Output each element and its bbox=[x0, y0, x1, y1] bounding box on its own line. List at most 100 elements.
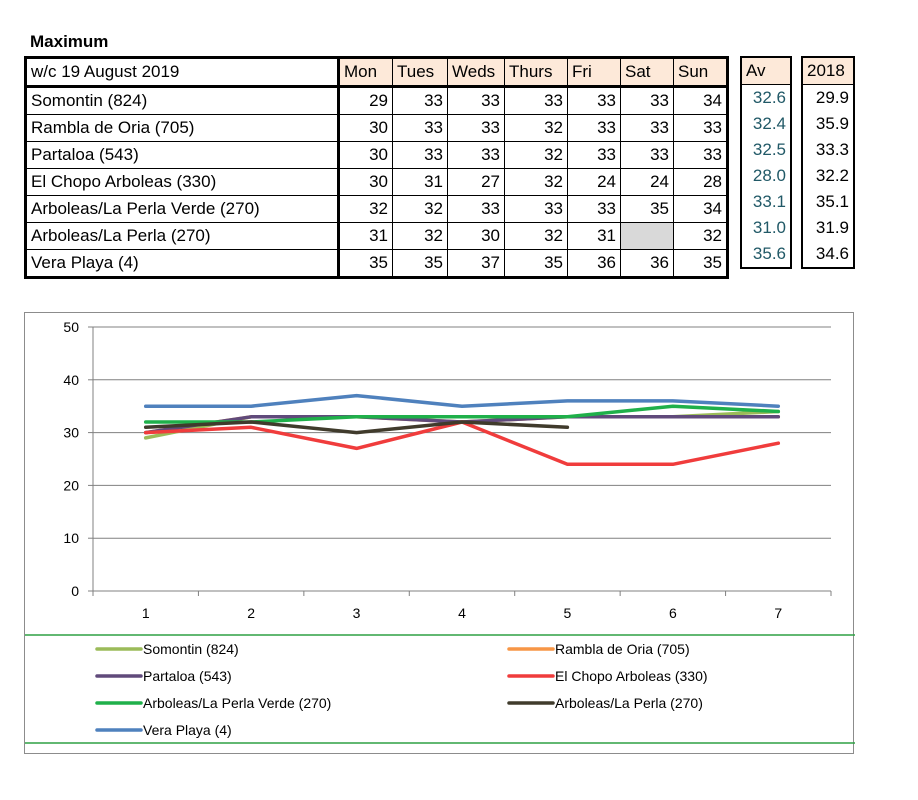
table-row: 31.0 bbox=[741, 215, 791, 241]
temperature-cell: 24 bbox=[620, 168, 674, 196]
temperature-cell: 33 bbox=[620, 86, 674, 115]
day-header: Sun bbox=[673, 57, 728, 88]
x-tick-label: 2 bbox=[247, 605, 255, 621]
temperature-cell: 33 bbox=[447, 195, 505, 223]
temperature-cell: 33 bbox=[567, 114, 621, 142]
temperature-cell: 35 bbox=[673, 249, 728, 278]
table-row: 35.6 bbox=[741, 241, 791, 268]
x-tick-label: 7 bbox=[774, 605, 782, 621]
av-value: 31.0 bbox=[752, 218, 786, 237]
temperature-cell: 30 bbox=[447, 222, 505, 250]
temperature-cell: 35 bbox=[504, 249, 568, 278]
legend-label: Arboleas/La Perla Verde (270) bbox=[143, 695, 331, 711]
table-row: Rambla de Oria (705) 30 33 33 32 33 33 33 bbox=[25, 114, 728, 142]
legend-label: Partaloa (543) bbox=[143, 668, 232, 684]
legend-label: El Chopo Arboleas (330) bbox=[555, 668, 708, 684]
table-row: 31.9 bbox=[802, 215, 854, 241]
y-tick-label: 30 bbox=[63, 425, 79, 441]
temperature-cell: 32 bbox=[504, 222, 568, 250]
prev-value: 31.9 bbox=[815, 218, 849, 237]
temperature-cell: 32 bbox=[392, 195, 448, 223]
prev-value: 33.3 bbox=[815, 140, 849, 159]
table-row: 29.9 bbox=[802, 85, 854, 112]
temperature-cell: 33 bbox=[673, 114, 728, 142]
temperature-cell: 33 bbox=[392, 141, 448, 169]
table-row: Partaloa (543) 30 33 33 32 33 33 33 bbox=[25, 141, 728, 169]
legend-label: Somontin (824) bbox=[143, 641, 239, 657]
average-table: Av 32.6 32.4 32.5 28.0 33.1 31.0 35.6 bbox=[740, 56, 792, 269]
table-row: 32.4 bbox=[741, 111, 791, 137]
av-value: 28.0 bbox=[752, 166, 786, 185]
station-name: Partaloa (543) bbox=[25, 141, 340, 169]
y-tick-label: 10 bbox=[63, 530, 79, 546]
table-row: 35.9 bbox=[802, 111, 854, 137]
temperature-cell: 32 bbox=[338, 195, 393, 223]
y-tick-label: 50 bbox=[63, 319, 79, 335]
temperature-cell: 30 bbox=[338, 141, 393, 169]
table-row: 34.6 bbox=[802, 241, 854, 268]
station-name: El Chopo Arboleas (330) bbox=[25, 168, 340, 196]
y-tick-label: 40 bbox=[63, 372, 79, 388]
table-row: 33.1 bbox=[741, 189, 791, 215]
temperature-cell: 28 bbox=[673, 168, 728, 196]
day-header: Sat bbox=[620, 57, 674, 88]
temperature-table: w/c 19 August 2019 Mon Tues Weds Thurs Fri Sat… bbox=[24, 56, 729, 279]
temperature-cell: 33 bbox=[447, 114, 505, 142]
temperature-cell: 27 bbox=[447, 168, 505, 196]
temperature-cell: 33 bbox=[567, 195, 621, 223]
temperature-cell: 32 bbox=[673, 222, 728, 250]
table-row: Somontin (824) 29 33 33 33 33 33 34 bbox=[25, 86, 728, 115]
station-name: Somontin (824) bbox=[25, 86, 340, 115]
header-row: Av bbox=[741, 57, 791, 85]
day-header: Tues bbox=[392, 57, 448, 88]
missing-cell bbox=[620, 222, 674, 250]
temperature-cell: 33 bbox=[392, 86, 448, 115]
temperature-cell: 33 bbox=[620, 141, 674, 169]
table-row: 35.1 bbox=[802, 189, 854, 215]
day-header: Thurs bbox=[504, 57, 568, 88]
table-row: Arboleas/La Perla Verde (270) 32 32 33 33 33 3… bbox=[25, 195, 728, 223]
temperature-cell: 33 bbox=[567, 141, 621, 169]
av-value: 35.6 bbox=[752, 244, 786, 263]
x-tick-label: 5 bbox=[564, 605, 572, 621]
av-value: 32.5 bbox=[752, 140, 786, 159]
table-row: 32.5 bbox=[741, 137, 791, 163]
prev-value: 32.2 bbox=[815, 166, 849, 185]
header-row: w/c 19 August 2019 Mon Tues Weds Thurs Fri Sat… bbox=[25, 57, 728, 88]
temperature-cell: 33 bbox=[504, 86, 568, 115]
legend-label: Vera Playa (4) bbox=[143, 722, 232, 738]
temperature-cell: 30 bbox=[338, 168, 393, 196]
day-header: Mon bbox=[338, 57, 393, 88]
x-tick-label: 3 bbox=[353, 605, 361, 621]
prev-header: 2018 bbox=[802, 57, 854, 85]
day-header: Weds bbox=[447, 57, 505, 88]
x-tick-label: 4 bbox=[458, 605, 466, 621]
temperature-cell: 32 bbox=[504, 114, 568, 142]
temperature-cell: 31 bbox=[567, 222, 621, 250]
table-row: 28.0 bbox=[741, 163, 791, 189]
temperature-cell: 33 bbox=[504, 195, 568, 223]
prev-value: 29.9 bbox=[815, 88, 849, 107]
temperature-cell: 36 bbox=[620, 249, 674, 278]
temperature-cell: 33 bbox=[620, 114, 674, 142]
temperature-cell: 33 bbox=[392, 114, 448, 142]
temperature-cell: 35 bbox=[338, 249, 393, 278]
table-row: 32.2 bbox=[802, 163, 854, 189]
table-row: El Chopo Arboleas (330) 30 31 27 32 24 24 28 bbox=[25, 168, 728, 196]
temperature-cell: 37 bbox=[447, 249, 505, 278]
x-tick-label: 6 bbox=[669, 605, 677, 621]
temperature-cell: 31 bbox=[338, 222, 393, 250]
temperature-cell: 32 bbox=[504, 141, 568, 169]
temperature-cell: 31 bbox=[392, 168, 448, 196]
x-tick-label: 1 bbox=[142, 605, 150, 621]
y-tick-label: 0 bbox=[71, 583, 79, 599]
temperature-cell: 33 bbox=[447, 141, 505, 169]
station-name: Vera Playa (4) bbox=[25, 249, 340, 278]
series-line bbox=[143, 393, 781, 408]
legend-label: Rambla de Oria (705) bbox=[555, 641, 690, 657]
av-value: 32.6 bbox=[752, 88, 786, 107]
day-header: Fri bbox=[567, 57, 621, 88]
prev-value: 34.6 bbox=[815, 244, 849, 263]
temperature-cell: 33 bbox=[673, 141, 728, 169]
week-label: w/c 19 August 2019 bbox=[25, 57, 340, 88]
